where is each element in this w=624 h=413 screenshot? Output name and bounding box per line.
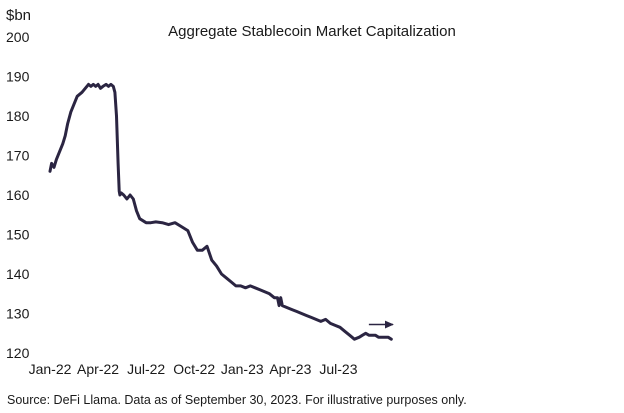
y-tick-label: 160 xyxy=(6,187,30,203)
chart-title: Aggregate Stablecoin Market Capitalizati… xyxy=(168,23,456,40)
plot-area xyxy=(48,82,394,341)
x-tick-label: Oct-22 xyxy=(173,361,215,377)
x-tick-label: Jul-23 xyxy=(319,361,357,377)
y-tick-label: 150 xyxy=(6,227,30,243)
y-tick-label: 140 xyxy=(6,266,30,282)
y-tick-label: 200 xyxy=(6,29,30,45)
series-line xyxy=(48,82,393,341)
y-tick-label: 120 xyxy=(6,345,30,361)
x-tick-label: Jan-22 xyxy=(29,361,72,377)
x-tick-label: Apr-23 xyxy=(269,361,311,377)
x-tick-label: Jul-22 xyxy=(127,361,165,377)
y-tick-label: 190 xyxy=(6,69,30,85)
y-tick-label: 180 xyxy=(6,108,30,124)
source-note: Source: DeFi Llama. Data as of September… xyxy=(7,393,467,407)
x-axis-ticks: Jan-22 Apr-22 Jul-22 Oct-22 Jan-23 Apr-23 Jul-… xyxy=(29,361,358,377)
y-tick-label: 170 xyxy=(6,148,30,164)
y-axis-ticks: 120 130 140 150 160 170 180 190 200 xyxy=(6,29,30,361)
x-tick-label: Jan-23 xyxy=(221,361,264,377)
x-tick-label: Apr-22 xyxy=(77,361,119,377)
y-axis-unit-label: $bn xyxy=(6,7,31,24)
y-tick-label: 130 xyxy=(6,306,30,322)
